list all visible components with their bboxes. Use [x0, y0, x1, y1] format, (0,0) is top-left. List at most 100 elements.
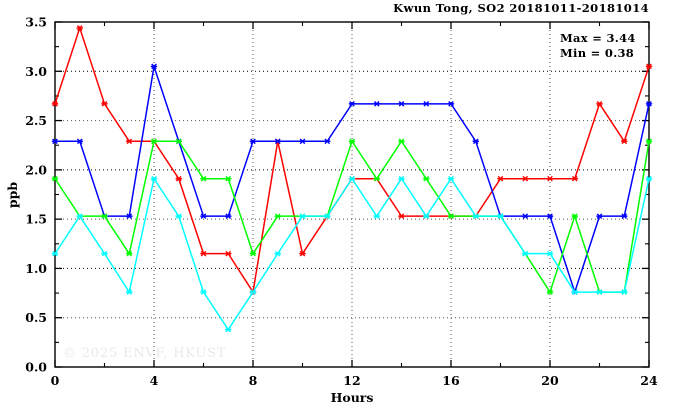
y-tick-label: 0.0	[25, 360, 47, 375]
data-point-marker	[596, 213, 603, 219]
data-point-marker	[522, 175, 529, 182]
data-point-marker	[225, 175, 232, 182]
y-tick-label: 1.0	[25, 261, 47, 276]
axis-tick-labels: 0.0 0.5 1.0 1.5 2.0 2.5 3.0 3.5 0 4 8 12 16 20 24	[25, 15, 658, 389]
data-point-marker	[423, 101, 430, 107]
data-point-marker	[373, 213, 380, 219]
axis-ticks	[54, 21, 650, 368]
data-point-marker	[175, 138, 182, 145]
data-point-marker	[225, 213, 232, 219]
data-point-marker	[522, 250, 529, 257]
data-point-marker	[571, 175, 578, 182]
data-point-marker	[299, 250, 306, 257]
x-tick-label: 8	[249, 373, 258, 388]
data-point-marker	[497, 175, 504, 182]
x-tick-label: 4	[150, 373, 159, 388]
series-day3	[51, 138, 653, 295]
data-point-marker	[546, 289, 554, 295]
data-point-marker	[200, 213, 207, 219]
series-day4	[51, 175, 653, 333]
data-point-marker	[150, 138, 158, 145]
data-point-marker	[274, 138, 281, 145]
y-tick-label: 3.5	[25, 15, 47, 30]
y-tick-label: 2.5	[25, 113, 47, 128]
data-point-marker	[225, 250, 232, 257]
data-point-marker	[76, 138, 83, 145]
data-point-marker	[423, 175, 430, 182]
watermark-text: © 2025 ENVF, HKUST	[63, 346, 226, 361]
data-point-marker	[398, 101, 405, 107]
data-point-marker	[645, 138, 653, 145]
data-point-marker	[571, 213, 578, 219]
data-point-marker	[126, 213, 133, 219]
min-stat-label: Min = 0.38	[560, 46, 634, 60]
data-point-marker	[324, 213, 331, 219]
y-tick-label: 3.0	[25, 64, 47, 79]
data-point-marker	[51, 138, 59, 145]
data-series-group	[51, 25, 653, 333]
x-tick-label: 0	[51, 373, 60, 388]
data-point-marker	[571, 289, 578, 295]
data-point-marker	[126, 289, 133, 295]
watermark: © 2025 ENVF, HKUST	[63, 346, 226, 361]
data-point-marker	[200, 289, 207, 295]
data-point-marker	[596, 101, 603, 107]
data-point-marker	[51, 175, 59, 182]
data-point-marker	[621, 289, 628, 295]
data-point-marker	[398, 175, 405, 182]
data-point-marker	[175, 213, 182, 219]
data-point-marker	[126, 138, 133, 145]
data-point-marker	[472, 138, 479, 145]
data-point-marker	[546, 175, 554, 182]
data-point-marker	[348, 138, 356, 145]
data-point-marker	[645, 63, 653, 70]
data-point-marker	[348, 101, 356, 107]
data-point-marker	[51, 250, 59, 257]
data-point-marker	[101, 213, 108, 219]
data-point-marker	[101, 101, 108, 107]
grid-lines	[55, 22, 649, 367]
data-point-marker	[497, 213, 504, 219]
data-point-marker	[645, 175, 653, 182]
data-point-marker	[447, 101, 455, 107]
x-tick-label: 16	[442, 373, 460, 388]
data-point-marker	[472, 213, 479, 219]
data-point-marker	[373, 101, 380, 107]
data-point-marker	[225, 326, 232, 333]
y-axis-label: ppb	[5, 182, 20, 208]
data-point-marker	[621, 213, 628, 219]
data-point-marker	[398, 138, 405, 145]
data-point-marker	[249, 289, 257, 295]
data-point-marker	[522, 213, 529, 219]
data-point-marker	[299, 138, 306, 145]
data-point-marker	[596, 289, 603, 295]
x-tick-label: 12	[343, 373, 360, 388]
data-point-marker	[546, 250, 554, 257]
data-point-marker	[200, 250, 207, 257]
data-point-marker	[274, 250, 281, 257]
data-point-marker	[546, 213, 554, 219]
data-point-marker	[447, 175, 455, 182]
data-point-marker	[348, 175, 356, 182]
x-axis-label: Hours	[331, 390, 374, 405]
data-point-marker	[200, 175, 207, 182]
data-point-marker	[423, 213, 430, 219]
x-tick-label: 20	[541, 373, 559, 388]
data-point-marker	[150, 63, 158, 70]
y-tick-label: 2.0	[25, 162, 47, 177]
data-point-marker	[51, 101, 59, 107]
data-point-marker	[76, 213, 83, 219]
data-point-marker	[447, 213, 455, 219]
data-point-marker	[150, 175, 158, 182]
data-point-marker	[398, 213, 405, 219]
data-point-marker	[175, 175, 182, 182]
data-point-marker	[645, 101, 653, 107]
data-point-marker	[76, 25, 83, 31]
data-point-marker	[621, 138, 628, 145]
data-point-marker	[373, 175, 380, 182]
data-point-marker	[274, 213, 281, 219]
y-tick-label: 0.5	[25, 310, 47, 325]
